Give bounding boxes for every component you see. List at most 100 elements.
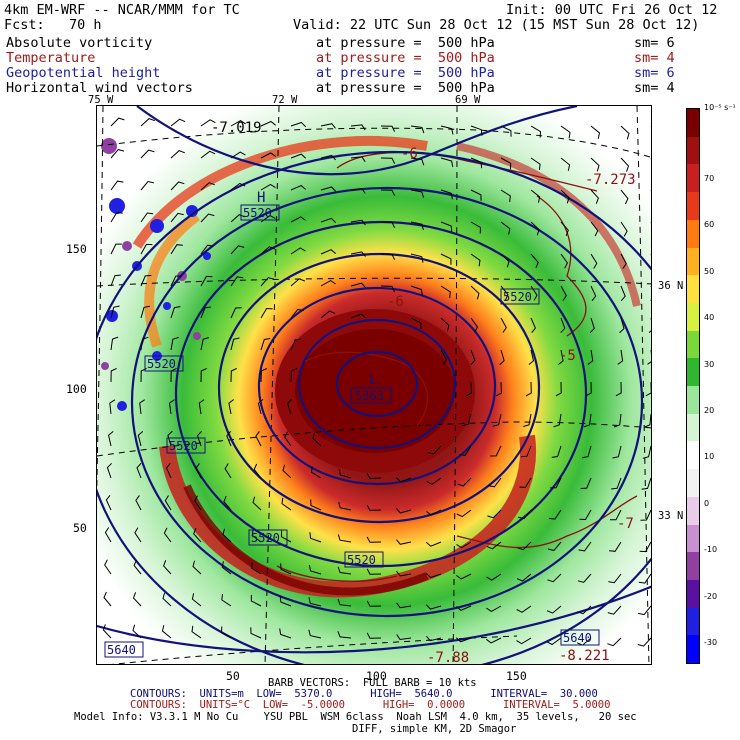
height-label-text: 5520 5520 5520 5520 5520 5520 5363 5640 … xyxy=(107,206,592,657)
wind-barb xyxy=(260,120,277,127)
wind-barb xyxy=(290,338,302,351)
wind-barb xyxy=(253,463,262,479)
wind-barb xyxy=(140,149,155,159)
colorbar-segment xyxy=(687,109,699,138)
wind-barb xyxy=(585,381,592,397)
wind-barb xyxy=(639,541,651,553)
wind-barb xyxy=(380,125,396,132)
colorbar-tick-label: -30 xyxy=(704,638,718,647)
wind-barb xyxy=(110,180,124,191)
wind-barb xyxy=(525,381,532,397)
colorbar-tick-label: -20 xyxy=(704,591,718,601)
wind-barb xyxy=(110,149,125,159)
wind-barb xyxy=(366,600,382,607)
colorbar-unit: 10⁻⁵ s⁻¹ xyxy=(704,103,736,112)
temp-label: -7.88 xyxy=(427,650,469,665)
wind-barb xyxy=(607,605,622,615)
wind-barb xyxy=(380,221,396,228)
wind-barb xyxy=(455,637,472,643)
wind-barb xyxy=(650,254,651,256)
wind-barb xyxy=(163,527,172,543)
wind-barb xyxy=(590,285,597,302)
wind-barb xyxy=(191,625,202,639)
wind-barb xyxy=(553,413,562,428)
wind-barb xyxy=(470,221,482,234)
wind-barb xyxy=(560,157,571,171)
wind-barb xyxy=(230,337,240,351)
wind-barb xyxy=(140,212,154,223)
wind-barb xyxy=(620,157,630,172)
temp-label: -6 xyxy=(387,294,404,310)
wind-barb xyxy=(195,463,202,479)
wind-barb xyxy=(499,349,505,366)
wind-barb xyxy=(223,495,232,511)
wind-barb xyxy=(279,595,292,607)
barb-legend: BARB VECTORS: FULL BARB = 10 kts xyxy=(268,677,477,689)
colorbar-segment xyxy=(687,579,699,609)
wind-barb xyxy=(220,626,232,639)
wind-barb xyxy=(311,466,322,479)
wind-barb xyxy=(380,253,396,261)
colorbar-tick-label: -10 xyxy=(704,545,718,555)
wind-barb xyxy=(350,188,366,194)
wind-barb xyxy=(380,157,396,164)
wind-barb xyxy=(320,249,337,255)
colorbar-segment xyxy=(687,496,699,525)
wind-barb xyxy=(102,624,112,639)
wind-barb xyxy=(488,477,502,488)
wind-barb xyxy=(607,637,622,647)
wind-barb xyxy=(110,243,122,255)
wind-barb xyxy=(260,246,275,255)
wind-barb xyxy=(109,399,116,415)
colorbar-segment xyxy=(687,192,699,221)
wind-barb xyxy=(366,504,382,511)
wind-barb xyxy=(170,306,181,319)
wind-barb xyxy=(103,591,112,607)
height-label-center: 5363 xyxy=(355,389,384,403)
wind-barb xyxy=(546,637,562,646)
wind-barb xyxy=(280,530,292,543)
wind-barb xyxy=(500,157,512,170)
wind-barb xyxy=(558,349,564,365)
wind-barb xyxy=(486,605,502,612)
wind-barb xyxy=(470,253,481,267)
colorbar-tick-label: 10 xyxy=(704,452,715,462)
wind-barb xyxy=(396,539,412,545)
wind-barb xyxy=(547,573,562,583)
wind-barb xyxy=(440,317,450,332)
wind-barb xyxy=(620,253,627,269)
wind-barb xyxy=(140,305,150,319)
wind-barb xyxy=(548,509,562,520)
wind-barb xyxy=(486,637,502,644)
wind-barb xyxy=(192,560,202,575)
grid-label-y100: 100 xyxy=(66,382,87,396)
wind-barb xyxy=(426,635,442,642)
wind-barb xyxy=(366,568,382,575)
wind-barb xyxy=(230,367,237,383)
temp-label: -6 xyxy=(401,146,418,162)
wind-barb xyxy=(528,349,535,365)
wind-barb xyxy=(308,597,322,607)
wind-barb xyxy=(133,559,142,575)
wind-barb xyxy=(290,185,307,191)
wind-barb xyxy=(426,477,442,485)
temp-label: -7 xyxy=(617,516,634,532)
wind-barb xyxy=(396,602,412,609)
wind-barb xyxy=(578,541,592,552)
wind-barb xyxy=(132,624,142,639)
wind-barb xyxy=(410,285,423,296)
wind-barb xyxy=(530,221,540,236)
wind-barb xyxy=(620,189,629,205)
wind-barb xyxy=(425,541,442,547)
wind-barb xyxy=(337,534,352,543)
wind-barb xyxy=(279,628,292,639)
wind-barb xyxy=(200,306,211,319)
wind-barb xyxy=(410,125,425,134)
field-name-vorticity: Absolute vorticity xyxy=(6,35,153,51)
wind-barb xyxy=(500,125,512,137)
wind-barb xyxy=(221,593,232,607)
wind-barb xyxy=(308,564,322,575)
wind-barb xyxy=(320,154,336,161)
wind-barb xyxy=(457,477,472,487)
wind-barb xyxy=(134,527,142,543)
